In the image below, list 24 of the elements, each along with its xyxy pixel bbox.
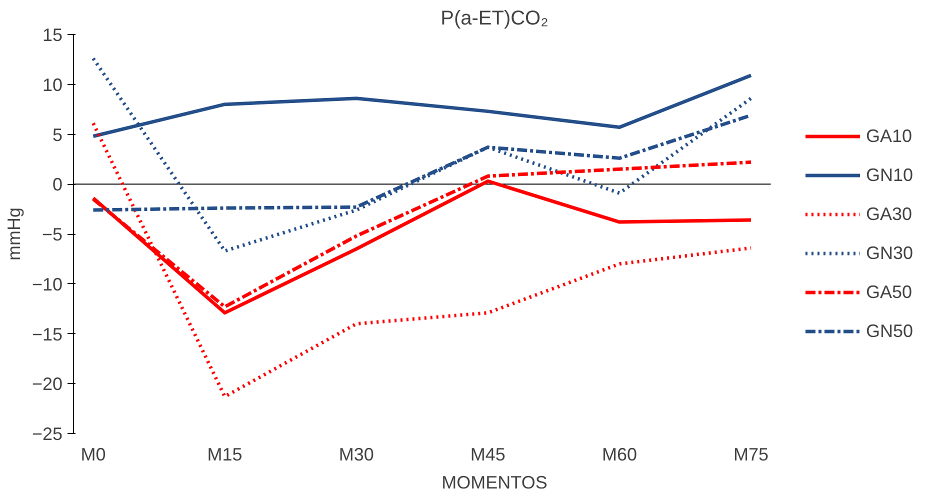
y-tick-label: 10 xyxy=(42,74,63,95)
legend-label: GA50 xyxy=(866,282,912,302)
y-tick-label: −10 xyxy=(32,274,63,294)
y-axis-title: mmHg xyxy=(4,208,24,260)
x-tick-label: M15 xyxy=(207,444,242,464)
y-tick-label: 0 xyxy=(52,174,63,195)
y-tick-label: 5 xyxy=(52,124,63,145)
y-tick-label: −25 xyxy=(32,424,63,444)
y-tick-label: −20 xyxy=(32,374,63,394)
legend-label: GN30 xyxy=(866,242,913,264)
x-tick-label: M45 xyxy=(470,444,506,464)
x-axis-title: MOMENTOS xyxy=(442,472,548,492)
legend-label: GN10 xyxy=(866,164,913,186)
legend-label: GA10 xyxy=(866,126,912,146)
legend-label: GA30 xyxy=(866,204,912,224)
y-tick-label: −15 xyxy=(32,324,63,344)
x-tick-label: M30 xyxy=(338,444,374,464)
x-tick-label: M60 xyxy=(602,444,637,464)
chart-title: P(a-ET)CO₂ xyxy=(440,8,548,30)
y-tick-label: 15 xyxy=(42,25,63,45)
x-tick-label: M75 xyxy=(734,444,769,464)
y-tick-label: −5 xyxy=(42,224,63,244)
x-tick-label: M0 xyxy=(80,444,106,464)
legend-label: GN50 xyxy=(866,320,913,342)
